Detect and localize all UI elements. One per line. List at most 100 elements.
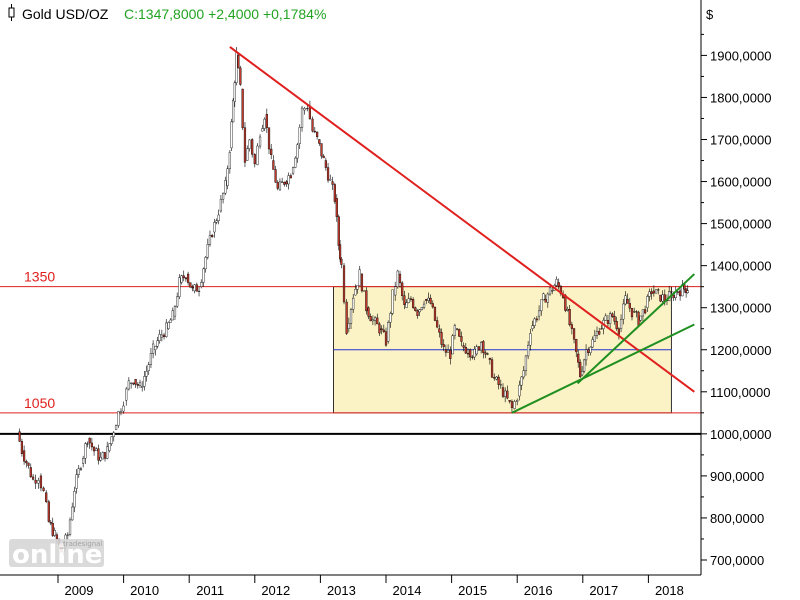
y-tick-label: 700,0000	[710, 553, 764, 568]
candle-body	[200, 282, 203, 287]
candle-body	[132, 382, 135, 385]
price-candle	[195, 282, 198, 292]
candle-body	[276, 182, 279, 189]
candle-body	[531, 325, 534, 329]
price-candle	[326, 162, 330, 183]
price-candle	[414, 306, 417, 312]
price-candle	[497, 374, 500, 390]
price-candle	[265, 108, 268, 133]
price-candle	[440, 328, 443, 348]
candle-body	[228, 152, 231, 169]
candle-body	[464, 347, 467, 354]
candle-body	[86, 443, 89, 445]
price-candle	[226, 165, 229, 190]
price-candle	[117, 410, 120, 428]
logo-small-text: tradesignal	[63, 540, 102, 548]
price-candle	[349, 307, 353, 329]
price-candle	[376, 313, 379, 325]
price-candle	[566, 306, 569, 312]
candle-body	[412, 299, 415, 308]
candle-body	[356, 285, 359, 290]
price-candle	[66, 532, 69, 540]
price-candle	[122, 401, 125, 414]
candle-body	[18, 431, 21, 442]
candle-body	[180, 275, 183, 283]
price-candle	[611, 312, 614, 318]
price-candle	[650, 288, 653, 300]
candle-body	[365, 290, 368, 312]
candle-body	[27, 462, 30, 466]
price-candle	[256, 143, 259, 166]
price-candle	[322, 154, 325, 159]
candle-body	[237, 55, 240, 69]
candle-body	[95, 448, 98, 451]
x-tick-label: 2009	[65, 583, 94, 598]
candle-body	[371, 319, 374, 322]
price-candle	[425, 298, 428, 305]
candle-body	[143, 376, 146, 387]
price-candle	[557, 278, 560, 290]
candle-body	[112, 432, 115, 437]
candle-body	[88, 437, 91, 444]
price-candle	[639, 315, 642, 323]
candle-body	[611, 313, 614, 317]
price-candle	[482, 340, 485, 359]
candle-body	[422, 303, 426, 308]
price-quote: C:1347,8000 +2,4000 +0,1784%	[124, 6, 326, 22]
candle-body	[453, 325, 456, 336]
candle-body	[570, 324, 573, 329]
candle-body	[615, 320, 618, 329]
candle-body	[324, 160, 327, 168]
candle-body	[152, 343, 155, 354]
price-candle	[169, 318, 172, 323]
price-candle	[504, 387, 507, 403]
candle-body	[679, 290, 682, 297]
candle-body	[141, 386, 144, 388]
candle-body	[347, 323, 350, 329]
price-candle	[522, 366, 525, 380]
price-candle	[167, 321, 170, 330]
price-candle	[493, 373, 496, 381]
price-candle	[77, 465, 80, 478]
candle-body	[548, 287, 552, 295]
price-candle	[447, 344, 450, 353]
price-candle	[407, 292, 410, 304]
candle-body	[360, 273, 364, 292]
candle-body	[414, 307, 417, 311]
price-candle	[298, 124, 301, 149]
price-candle	[34, 474, 37, 490]
price-candle	[613, 310, 616, 325]
price-candle	[114, 424, 118, 430]
candle-body	[529, 333, 532, 346]
candle-body	[90, 442, 93, 448]
candle-body	[278, 181, 282, 191]
candle-body	[345, 301, 348, 334]
x-tick-label: 2010	[130, 583, 159, 598]
price-candle	[533, 317, 536, 329]
candle-body	[595, 331, 599, 336]
price-candle	[637, 310, 640, 327]
candle-body	[486, 353, 489, 355]
price-candle	[90, 437, 93, 451]
price-candle	[529, 328, 532, 351]
candle-body	[652, 290, 655, 294]
candle-body	[628, 303, 631, 309]
level-label-1350: 1350	[24, 269, 55, 285]
price-candle	[251, 138, 254, 158]
candle-body	[313, 130, 316, 133]
price-candle	[683, 283, 686, 293]
price-candle	[230, 118, 233, 152]
candle-body	[202, 268, 205, 283]
candle-body	[433, 306, 437, 321]
candle-body	[460, 336, 463, 342]
candle-body	[285, 181, 288, 185]
candle-body	[619, 318, 623, 329]
price-candle	[145, 365, 148, 382]
candle-body	[270, 148, 273, 155]
price-candle	[506, 385, 509, 400]
price-candle	[49, 520, 52, 526]
candle-body	[670, 291, 673, 293]
candle-body	[659, 294, 662, 302]
candle-body	[654, 289, 658, 294]
